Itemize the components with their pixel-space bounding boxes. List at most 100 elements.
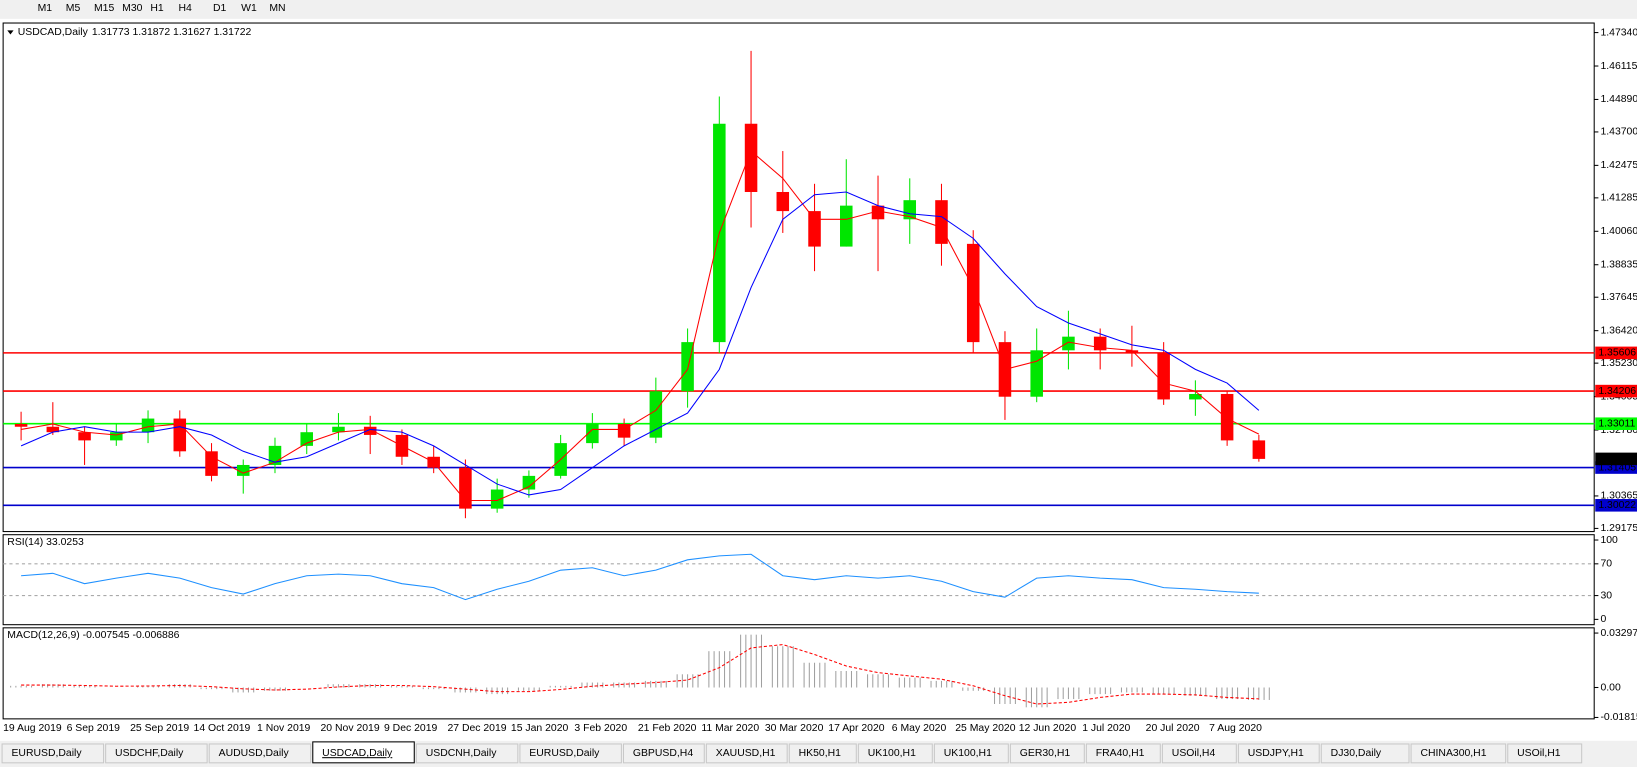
tab[interactable]: UK100,H1	[868, 748, 916, 759]
x-tick-label: 25 May 2020	[955, 723, 1015, 734]
tab-bg[interactable]	[1320, 743, 1410, 764]
moving-average	[21, 150, 1260, 502]
candle-body	[110, 432, 123, 441]
timeframe-button[interactable]: H4	[179, 3, 193, 14]
x-tick-label: 20 Jul 2020	[1146, 723, 1200, 734]
tab-bg[interactable]	[1161, 743, 1237, 764]
rsi-line	[21, 553, 1259, 601]
level-label-bg	[1595, 346, 1637, 360]
tab-bg[interactable]	[1237, 743, 1320, 764]
y-tick-label: 1.38835	[1600, 259, 1637, 270]
tab-bg[interactable]	[415, 743, 519, 764]
tab[interactable]: USOil,H1	[1517, 748, 1561, 759]
x-tick-label: 12 Jun 2020	[1019, 723, 1077, 734]
timeframe-button[interactable]: W1	[241, 3, 257, 14]
tab-bg[interactable]	[622, 743, 705, 764]
tab[interactable]: AUDUSD,Daily	[219, 748, 290, 759]
y-tick-label: 1.44890	[1600, 94, 1637, 105]
candle-body	[522, 475, 536, 490]
y-tick-label: 0	[1600, 614, 1606, 625]
tab-bg[interactable]	[208, 743, 312, 764]
tab[interactable]: USDCAD,Daily	[322, 748, 393, 759]
candle-body	[205, 451, 218, 476]
tab[interactable]: UK100,H1	[944, 748, 992, 759]
tab[interactable]: GBPUSD,H4	[633, 748, 693, 759]
timeframe-button[interactable]: M1	[38, 3, 53, 14]
x-tick-label: 9 Dec 2019	[384, 723, 438, 734]
y-tick-label: 0.032972	[1600, 628, 1637, 639]
current-price-bg	[1595, 452, 1637, 466]
tab-bg[interactable]	[312, 741, 415, 764]
x-tick-label: 1 Jul 2020	[1082, 723, 1130, 734]
y-tick-label: 1.32780	[1600, 425, 1637, 436]
y-tick-label: 1.47340	[1600, 27, 1637, 38]
macd-panel-frame	[2, 627, 1595, 720]
candle-body	[1062, 336, 1075, 351]
candle-body	[332, 426, 345, 433]
candle-body	[300, 432, 313, 446]
timeframe-button[interactable]: MN	[269, 3, 285, 14]
tab[interactable]: GER30,H1	[1020, 748, 1071, 759]
tab-bg[interactable]	[1009, 743, 1085, 764]
timeframe-button[interactable]: D1	[213, 3, 227, 14]
y-tick-label: 1.29175	[1600, 523, 1637, 534]
level-label-bg	[1595, 384, 1637, 398]
main-panel-frame	[2, 22, 1595, 533]
level-label: 1.31405	[1598, 462, 1636, 473]
tab[interactable]: EURUSD,Daily	[529, 748, 600, 759]
tab-bg[interactable]	[1085, 743, 1161, 764]
tab[interactable]: EURUSD,Daily	[11, 748, 82, 759]
tab-bg[interactable]	[519, 743, 622, 764]
tab-bg[interactable]	[705, 743, 788, 764]
tab-bg[interactable]	[1507, 743, 1583, 764]
x-tick-label: 7 Aug 2020	[1209, 723, 1262, 734]
x-tick-label: 21 Feb 2020	[638, 723, 697, 734]
level-label-bg	[1595, 499, 1637, 512]
x-tick-label: 19 Aug 2019	[3, 723, 62, 734]
x-tick-label: 25 Sep 2019	[130, 723, 189, 734]
tab-bg[interactable]	[788, 743, 857, 764]
tab-bg[interactable]	[933, 743, 1009, 764]
tab[interactable]: XAUUSD,H1	[716, 748, 776, 759]
y-tick-label: 1.46115	[1600, 61, 1637, 72]
candle-body	[1125, 350, 1139, 354]
timeframe-button[interactable]: M5	[66, 3, 81, 14]
y-tick-label: 30	[1600, 590, 1612, 601]
collapse-icon	[7, 30, 14, 35]
candle-body	[173, 418, 187, 452]
tab[interactable]: USDCNH,Daily	[426, 748, 497, 759]
candle-body	[1189, 393, 1202, 400]
candle-body	[871, 205, 885, 220]
tab[interactable]: USDCHF,Daily	[115, 748, 184, 759]
tab-bg[interactable]	[105, 743, 208, 764]
candle-body	[1220, 393, 1234, 441]
tab[interactable]: USDJPY,H1	[1248, 748, 1304, 759]
moving-average	[20, 191, 1260, 496]
tab[interactable]: USOil,H4	[1172, 748, 1216, 759]
y-tick-label: 100	[1600, 535, 1618, 546]
y-tick-label: 1.41285	[1600, 193, 1637, 204]
tab-bg[interactable]	[857, 743, 933, 764]
candle-body	[236, 464, 250, 476]
y-tick-label: 1.35230	[1600, 358, 1637, 369]
candle-body	[1252, 440, 1266, 459]
candle-body	[617, 424, 631, 438]
tab[interactable]: DJ30,Daily	[1331, 748, 1382, 759]
tab[interactable]: FRA40,H1	[1096, 748, 1145, 759]
timeframe-button[interactable]: M15	[94, 3, 114, 14]
y-tick-label: 1.37645	[1600, 292, 1637, 303]
tab-bg[interactable]	[1410, 743, 1507, 764]
tab[interactable]: CHINA300,H1	[1420, 748, 1486, 759]
x-tick-label: 6 May 2020	[892, 723, 947, 734]
timeframe-button[interactable]: M30	[122, 3, 142, 14]
candle-body	[363, 426, 377, 435]
tab[interactable]: HK50,H1	[799, 748, 841, 759]
tab-bg[interactable]	[1, 743, 105, 764]
signal-line	[21, 644, 1259, 705]
x-tick-label: 15 Jan 2020	[511, 723, 569, 734]
x-tick-label: 14 Oct 2019	[194, 723, 251, 734]
timeframe-button[interactable]: H1	[150, 3, 164, 14]
chart-title: USDCAD,Daily	[18, 27, 89, 38]
y-tick-label: 0.00	[1600, 682, 1620, 693]
